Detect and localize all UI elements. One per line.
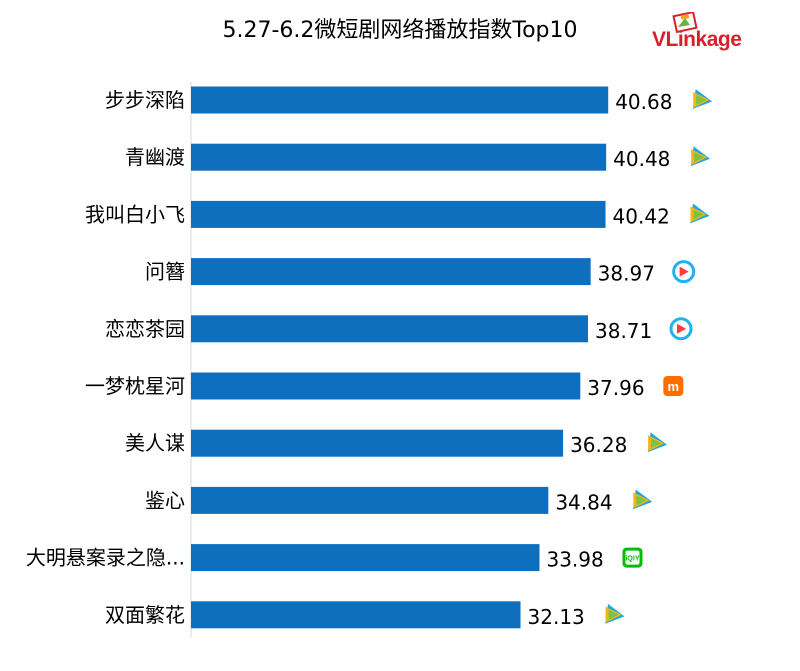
youku-icon: [672, 260, 696, 284]
tencent-video-icon: [632, 489, 653, 510]
bar: [191, 86, 609, 114]
svg-text:m: m: [668, 379, 680, 394]
tencent-video-icon: [690, 203, 710, 224]
category-label: 一梦枕星河: [85, 374, 185, 398]
brand-mark-icon: [672, 12, 698, 34]
category-label: 我叫白小飞: [85, 202, 185, 226]
iqiyi-icon: iQIY: [622, 547, 643, 568]
tencent-video-icon: [605, 603, 625, 624]
svg-text:iQIY: iQIY: [625, 556, 639, 563]
category-label: 双面繁花: [105, 603, 185, 627]
tencent-video-icon: [690, 146, 711, 167]
bar: [191, 486, 549, 514]
value-label: 33.98: [546, 548, 603, 572]
category-label: 鉴心: [145, 488, 185, 512]
value-label: 34.84: [555, 490, 612, 514]
value-label: 37.96: [587, 376, 644, 400]
vlinkage-logo: VLinkage: [652, 12, 752, 54]
bar: [191, 601, 521, 629]
category-label: 步步深陷: [105, 88, 185, 112]
mgtv-icon: m: [663, 376, 684, 396]
value-label: 38.71: [595, 319, 652, 343]
category-label: 美人谋: [125, 431, 185, 455]
bar: [191, 315, 589, 343]
category-label: 青幽渡: [125, 145, 185, 169]
bar: [191, 372, 581, 400]
tencent-video-icon: [647, 432, 667, 453]
category-label: 问簪: [145, 260, 185, 284]
bar: [191, 200, 606, 228]
bar: [191, 143, 607, 171]
tencent-video-icon: [692, 89, 713, 109]
value-label: 36.28: [570, 433, 627, 457]
bar: [191, 258, 591, 286]
bar: [191, 544, 540, 572]
value-label: 40.68: [615, 90, 672, 114]
category-label: 大明悬案录之隐...: [26, 546, 185, 570]
category-label: 恋恋茶园: [105, 317, 185, 341]
value-label: 38.97: [598, 262, 655, 286]
chart-title: 5.27-6.2微短剧网络播放指数Top10: [222, 18, 578, 43]
value-label: 40.42: [613, 204, 670, 228]
value-label: 32.13: [528, 605, 585, 629]
value-label: 40.48: [613, 147, 670, 171]
bar: [191, 429, 564, 457]
youku-icon: [669, 317, 693, 341]
brand-text: VLinkage: [652, 28, 742, 51]
